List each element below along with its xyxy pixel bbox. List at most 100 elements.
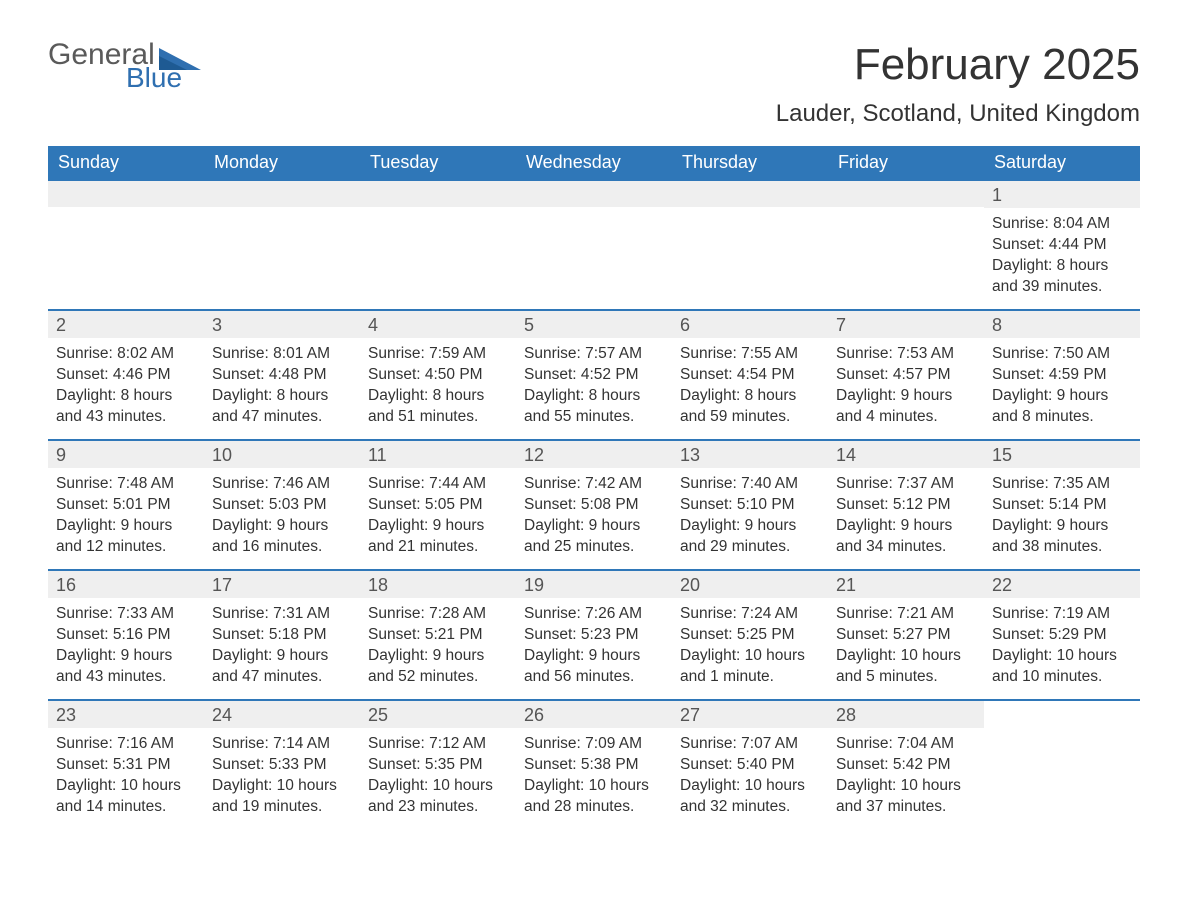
day-cell [984,701,1140,829]
daylight-line: Daylight: 10 hours and 1 minute. [680,646,820,688]
day-number [828,181,984,207]
sunrise-line: Sunrise: 8:04 AM [992,214,1132,235]
daylight-line: Daylight: 10 hours and 32 minutes. [680,776,820,818]
day-number [672,181,828,207]
sunset-line: Sunset: 5:12 PM [836,495,976,516]
sunrise-line: Sunrise: 7:55 AM [680,344,820,365]
sunset-line: Sunset: 5:03 PM [212,495,352,516]
day-cell [204,181,360,309]
day-body: Sunrise: 7:46 AMSunset: 5:03 PMDaylight:… [204,468,360,558]
day-body: Sunrise: 7:21 AMSunset: 5:27 PMDaylight:… [828,598,984,688]
sunset-line: Sunset: 5:01 PM [56,495,196,516]
sunset-line: Sunset: 5:42 PM [836,755,976,776]
day-number [360,181,516,207]
day-number: 21 [828,571,984,598]
day-body: Sunrise: 7:59 AMSunset: 4:50 PMDaylight:… [360,338,516,428]
day-cell [828,181,984,309]
daylight-line: Daylight: 9 hours and 4 minutes. [836,386,976,428]
day-number: 4 [360,311,516,338]
day-number: 17 [204,571,360,598]
weekday-header-cell: Thursday [672,146,828,179]
sunrise-line: Sunrise: 7:42 AM [524,474,664,495]
day-cell: 11Sunrise: 7:44 AMSunset: 5:05 PMDayligh… [360,441,516,569]
daylight-line: Daylight: 8 hours and 43 minutes. [56,386,196,428]
sunset-line: Sunset: 5:16 PM [56,625,196,646]
day-cell: 25Sunrise: 7:12 AMSunset: 5:35 PMDayligh… [360,701,516,829]
month-title: February 2025 [776,40,1140,90]
daylight-line: Daylight: 9 hours and 38 minutes. [992,516,1132,558]
day-body: Sunrise: 7:44 AMSunset: 5:05 PMDaylight:… [360,468,516,558]
day-cell: 27Sunrise: 7:07 AMSunset: 5:40 PMDayligh… [672,701,828,829]
sunset-line: Sunset: 4:57 PM [836,365,976,386]
day-number: 14 [828,441,984,468]
daylight-line: Daylight: 8 hours and 51 minutes. [368,386,508,428]
day-cell: 5Sunrise: 7:57 AMSunset: 4:52 PMDaylight… [516,311,672,439]
day-number: 13 [672,441,828,468]
daylight-line: Daylight: 9 hours and 16 minutes. [212,516,352,558]
day-number: 6 [672,311,828,338]
day-body: Sunrise: 7:16 AMSunset: 5:31 PMDaylight:… [48,728,204,818]
day-number: 20 [672,571,828,598]
sunrise-line: Sunrise: 7:16 AM [56,734,196,755]
day-body: Sunrise: 7:55 AMSunset: 4:54 PMDaylight:… [672,338,828,428]
day-cell: 7 Sunrise: 7:53 AMSunset: 4:57 PMDaylight… [828,311,984,439]
day-cell: 2Sunrise: 8:02 AMSunset: 4:46 PMDaylight… [48,311,204,439]
day-number [48,181,204,207]
day-number [204,181,360,207]
day-body: Sunrise: 8:04 AMSunset: 4:44 PMDaylight:… [984,208,1140,298]
weekday-header-cell: Sunday [48,146,204,179]
sunset-line: Sunset: 5:25 PM [680,625,820,646]
sunrise-line: Sunrise: 8:02 AM [56,344,196,365]
day-body: Sunrise: 7:28 AMSunset: 5:21 PMDaylight:… [360,598,516,688]
day-cell: 20Sunrise: 7:24 AMSunset: 5:25 PMDayligh… [672,571,828,699]
day-body: Sunrise: 7:33 AMSunset: 5:16 PMDaylight:… [48,598,204,688]
day-number: 2 [48,311,204,338]
sunrise-line: Sunrise: 7:37 AM [836,474,976,495]
weekday-header-cell: Friday [828,146,984,179]
daylight-line: Daylight: 9 hours and 12 minutes. [56,516,196,558]
sunset-line: Sunset: 4:50 PM [368,365,508,386]
daylight-line: Daylight: 8 hours and 55 minutes. [524,386,664,428]
day-number: 16 [48,571,204,598]
sunrise-line: Sunrise: 7:57 AM [524,344,664,365]
daylight-line: Daylight: 10 hours and 14 minutes. [56,776,196,818]
sunrise-line: Sunrise: 7:59 AM [368,344,508,365]
sunset-line: Sunset: 5:38 PM [524,755,664,776]
day-body: Sunrise: 7:19 AMSunset: 5:29 PMDaylight:… [984,598,1140,688]
sunrise-line: Sunrise: 7:53 AM [836,344,976,365]
sunrise-line: Sunrise: 7:28 AM [368,604,508,625]
day-cell [48,181,204,309]
week-row: 1Sunrise: 8:04 AMSunset: 4:44 PMDaylight… [48,179,1140,309]
sunset-line: Sunset: 5:23 PM [524,625,664,646]
weekday-header-cell: Monday [204,146,360,179]
day-body: Sunrise: 8:02 AMSunset: 4:46 PMDaylight:… [48,338,204,428]
day-number: 7 [828,311,984,338]
sunrise-line: Sunrise: 7:40 AM [680,474,820,495]
day-body: Sunrise: 7:35 AMSunset: 5:14 PMDaylight:… [984,468,1140,558]
sunset-line: Sunset: 5:21 PM [368,625,508,646]
sunset-line: Sunset: 5:08 PM [524,495,664,516]
day-body: Sunrise: 7:14 AMSunset: 5:33 PMDaylight:… [204,728,360,818]
sunset-line: Sunset: 5:40 PM [680,755,820,776]
day-cell: 6Sunrise: 7:55 AMSunset: 4:54 PMDaylight… [672,311,828,439]
sunrise-line: Sunrise: 7:21 AM [836,604,976,625]
day-number: 23 [48,701,204,728]
daylight-line: Daylight: 10 hours and 19 minutes. [212,776,352,818]
daylight-line: Daylight: 10 hours and 5 minutes. [836,646,976,688]
day-cell: 14Sunrise: 7:37 AMSunset: 5:12 PMDayligh… [828,441,984,569]
day-cell: 12Sunrise: 7:42 AMSunset: 5:08 PMDayligh… [516,441,672,569]
day-cell: 16Sunrise: 7:33 AMSunset: 5:16 PMDayligh… [48,571,204,699]
sunrise-line: Sunrise: 8:01 AM [212,344,352,365]
day-body: Sunrise: 7:42 AMSunset: 5:08 PMDaylight:… [516,468,672,558]
day-cell: 13Sunrise: 7:40 AMSunset: 5:10 PMDayligh… [672,441,828,569]
day-cell: 28Sunrise: 7:04 AMSunset: 5:42 PMDayligh… [828,701,984,829]
daylight-line: Daylight: 9 hours and 25 minutes. [524,516,664,558]
day-cell: 9Sunrise: 7:48 AMSunset: 5:01 PMDaylight… [48,441,204,569]
daylight-line: Daylight: 9 hours and 47 minutes. [212,646,352,688]
daylight-line: Daylight: 10 hours and 28 minutes. [524,776,664,818]
weekday-header-cell: Tuesday [360,146,516,179]
title-block: February 2025 Lauder, Scotland, United K… [776,40,1140,128]
day-body: Sunrise: 7:40 AMSunset: 5:10 PMDaylight:… [672,468,828,558]
day-cell: 21Sunrise: 7:21 AMSunset: 5:27 PMDayligh… [828,571,984,699]
day-cell: 3Sunrise: 8:01 AMSunset: 4:48 PMDaylight… [204,311,360,439]
